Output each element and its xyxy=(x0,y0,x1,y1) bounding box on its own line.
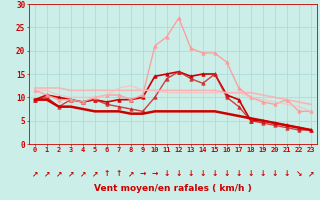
Text: ↗: ↗ xyxy=(68,169,74,178)
Text: ↓: ↓ xyxy=(164,169,170,178)
Text: ↓: ↓ xyxy=(284,169,290,178)
Text: →: → xyxy=(140,169,146,178)
Text: ↓: ↓ xyxy=(260,169,266,178)
Text: ↗: ↗ xyxy=(92,169,98,178)
Text: →: → xyxy=(152,169,158,178)
Text: ↗: ↗ xyxy=(32,169,38,178)
Text: ↑: ↑ xyxy=(116,169,122,178)
Text: ↗: ↗ xyxy=(128,169,134,178)
Text: ↘: ↘ xyxy=(296,169,302,178)
Text: ↓: ↓ xyxy=(248,169,254,178)
X-axis label: Vent moyen/en rafales ( km/h ): Vent moyen/en rafales ( km/h ) xyxy=(94,184,252,193)
Text: ↓: ↓ xyxy=(176,169,182,178)
Text: ↗: ↗ xyxy=(44,169,50,178)
Text: ↓: ↓ xyxy=(212,169,218,178)
Text: ↓: ↓ xyxy=(188,169,194,178)
Text: ↓: ↓ xyxy=(200,169,206,178)
Text: ↓: ↓ xyxy=(236,169,242,178)
Text: ↓: ↓ xyxy=(224,169,230,178)
Text: ↓: ↓ xyxy=(272,169,278,178)
Text: ↗: ↗ xyxy=(56,169,62,178)
Text: ↗: ↗ xyxy=(80,169,86,178)
Text: ↗: ↗ xyxy=(308,169,314,178)
Text: ↑: ↑ xyxy=(104,169,110,178)
